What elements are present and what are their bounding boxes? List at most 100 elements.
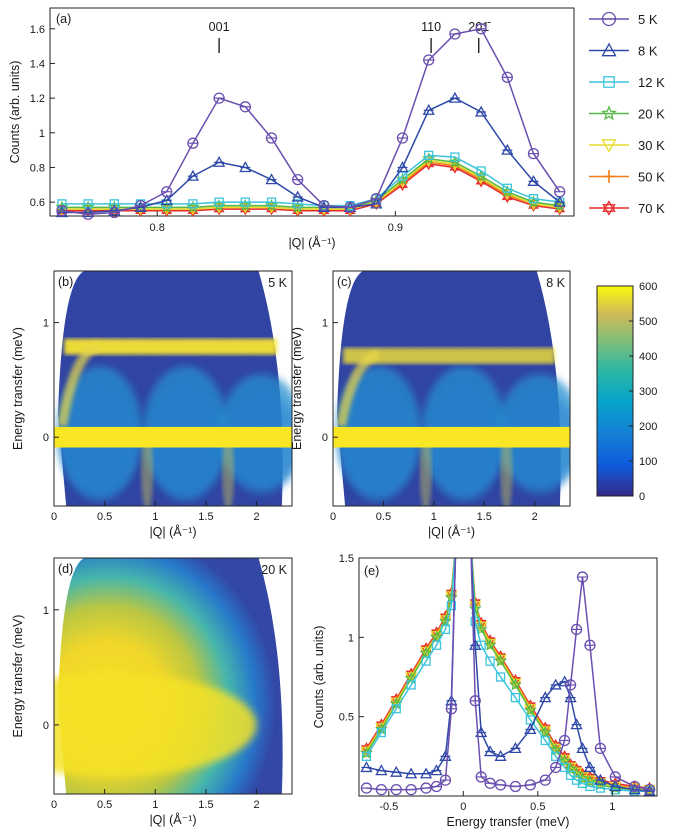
- panelD-x-axis-label: |Q| (Å⁻¹): [149, 812, 196, 827]
- y-tick-label-e: 1: [348, 632, 354, 644]
- y-tick-label-a: 1.6: [30, 24, 45, 36]
- data-point-a-0: [82, 208, 94, 220]
- data-point-e-2: [431, 640, 442, 650]
- y-tick-label-a: 1.4: [30, 58, 45, 70]
- data-point-e-0: [484, 777, 496, 789]
- panel-c: (c) 8 K0 0.5 1 1.5 201|Q| (Å⁻¹)Energy transfe…: [290, 270, 571, 539]
- data-point-a-2-shape: [214, 197, 224, 207]
- panelC-frame: [332, 270, 571, 507]
- panelD-x-tick-label: 1: [152, 799, 158, 811]
- data-point-a-1: [396, 161, 409, 173]
- colorbar-tick-label: 100: [639, 456, 657, 468]
- data-point-a-1: [55, 206, 69, 218]
- panelB-y-tick-label: 0: [43, 432, 49, 444]
- legend-entry-1: 8 K: [638, 44, 658, 59]
- data-point-a-2-shape: [188, 199, 198, 209]
- noise-overlay: [58, 558, 283, 794]
- data-point-e-4-shape: [475, 621, 488, 633]
- panelD-x-tick-label: 1.5: [198, 799, 213, 811]
- noise-overlay: [58, 271, 283, 506]
- data-point-a-2-shape: [502, 183, 512, 193]
- series-line-e-3: [365, 558, 456, 754]
- panel-b: (b) 5 K0 0.5 1 1.5 201|Q| (Å⁻¹)Energy transfe…: [11, 270, 293, 539]
- data-point-e-1: [564, 691, 577, 703]
- data-point-e-1: [609, 780, 622, 792]
- data-point-e-2-shape: [446, 600, 457, 611]
- data-point-e-3: [483, 638, 497, 651]
- data-point-e-0: [524, 779, 536, 791]
- panelC-label: (c): [337, 275, 352, 289]
- data-point-a-0: [475, 23, 487, 35]
- bragg-label-0: 001: [209, 20, 230, 34]
- x-axis-label-a: |Q| (Å⁻¹): [288, 235, 335, 250]
- data-point-e-1: [405, 767, 418, 779]
- data-point-e-1: [549, 678, 562, 690]
- data-point-e-2-shape: [431, 640, 442, 650]
- data-point-a-2: [293, 199, 303, 209]
- panelB-frame: [53, 270, 293, 507]
- data-point-a-2-shape: [397, 171, 408, 181]
- series-line-e-1: [366, 558, 457, 775]
- x-tick-label-e: 0.5: [530, 801, 545, 813]
- data-point-e-1: [390, 765, 403, 777]
- data-point-a-0: [396, 132, 409, 144]
- panelB-temperature: 5 K: [268, 276, 287, 290]
- data-point-e-1: [576, 742, 589, 754]
- colorbar-tick-label: 500: [639, 316, 657, 328]
- data-point-e-0: [390, 784, 402, 796]
- data-point-a-2: [397, 171, 408, 181]
- y-axis-label-a: Counts (arb. units): [8, 61, 22, 164]
- data-point-a-2-shape: [293, 199, 303, 209]
- panelB-x-tick-label: 0.5: [97, 511, 112, 523]
- x-tick-label-a: 0.8: [150, 222, 165, 234]
- panelC-x-tick-label: 0: [330, 511, 336, 523]
- data-point-e-2: [540, 735, 550, 746]
- x-tick-label-a: 0.9: [388, 222, 403, 234]
- data-point-e-3: [494, 654, 507, 667]
- data-point-e-0: [475, 771, 487, 783]
- data-point-e-2: [446, 600, 457, 611]
- panelD-x-tick-label: 2: [253, 799, 259, 811]
- panelC-y-axis-label: Energy transfer (meV): [290, 327, 304, 450]
- legend-marker-6-shape1: [602, 200, 616, 212]
- data-point-e-3-shape: [439, 614, 452, 627]
- data-point-e-2-shape: [485, 656, 495, 666]
- x-tick-label-e: 1: [609, 801, 615, 813]
- legend-marker-3: [601, 105, 617, 121]
- data-point-a-2-shape: [450, 152, 460, 162]
- data-point-e-3-shape: [576, 771, 589, 784]
- series-line-e-2: [365, 558, 456, 757]
- legend-entry-6: 70 K: [638, 201, 665, 216]
- data-point-e-2-shape: [565, 770, 576, 781]
- data-point-e-2: [571, 775, 582, 785]
- data-point-e-0: [550, 761, 562, 774]
- data-point-e-0: [360, 782, 373, 794]
- legend-entry-4: 30 K: [638, 138, 665, 153]
- data-point-e-1: [430, 764, 443, 776]
- data-point-e-0: [420, 782, 432, 794]
- series-line-a-0: [61, 27, 561, 216]
- panelD-label: (d): [58, 562, 73, 576]
- bragg-label-1: 110: [421, 20, 441, 34]
- panelD-x-tick-label: 0.5: [97, 799, 112, 811]
- data-point-a-2: [476, 166, 486, 176]
- data-point-e-1: [375, 764, 388, 776]
- data-point-a-2: [502, 183, 512, 193]
- data-point-a-0: [292, 173, 304, 186]
- legend-marker-5: [602, 170, 616, 183]
- panelD-temperature: 20 K: [261, 563, 287, 577]
- data-point-a-1: [239, 161, 252, 173]
- data-point-e-0: [494, 779, 507, 791]
- legend-entry-0: 5 K: [638, 12, 658, 27]
- panelB-y-axis-label: Energy transfer (meV): [11, 327, 25, 450]
- data-point-a-0: [265, 132, 278, 144]
- panel-a-label: (a): [56, 12, 71, 26]
- legend-entry-3: 20 K: [638, 107, 665, 122]
- legend-marker-1-shape: [601, 42, 617, 57]
- data-point-e-3: [430, 630, 443, 643]
- data-point-a-2: [214, 197, 224, 207]
- panel-e-plot: [360, 558, 656, 796]
- data-point-e-1: [494, 749, 507, 761]
- y-tick-label-e: 1.5: [339, 553, 354, 565]
- legend-marker-2: [603, 76, 615, 88]
